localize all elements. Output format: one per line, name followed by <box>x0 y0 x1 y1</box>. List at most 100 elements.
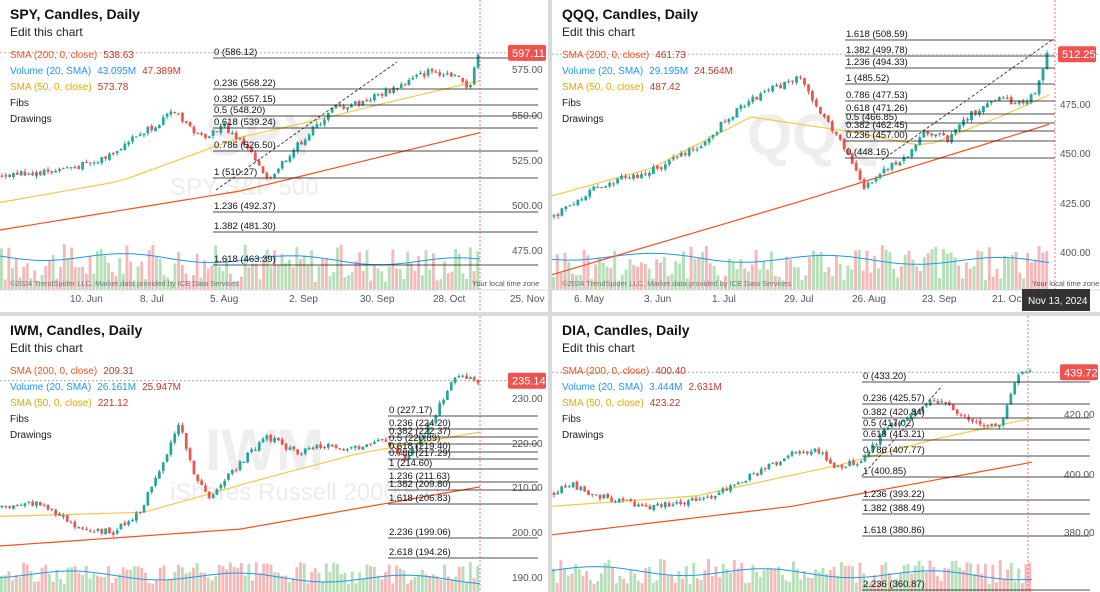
volume-bar <box>574 564 578 592</box>
spy-legend-sma200[interactable]: SMA (200, 0, close) 538.63 <box>10 50 134 61</box>
candle <box>254 449 257 451</box>
volume-bar <box>950 561 954 592</box>
candle <box>636 175 639 179</box>
qqq-legend-vol[interactable]: Volume (20, SMA) 29.195M 24.564M <box>562 66 733 77</box>
volume-bar <box>203 260 206 290</box>
volume-bar <box>784 580 788 592</box>
volume-bar <box>628 259 632 290</box>
iwm-edit-chart-link[interactable]: Edit this chart <box>10 341 83 355</box>
sma-200-line <box>0 132 481 231</box>
candle <box>365 100 369 101</box>
y-tick-label: 220.00 <box>512 439 543 450</box>
candle <box>31 172 34 176</box>
candle <box>600 187 604 189</box>
legend-label: Volume (20, SMA) <box>10 382 92 393</box>
fib-label: 1.382 (499.78) <box>846 45 908 56</box>
candle <box>115 151 119 154</box>
dia-legend-sma50[interactable]: SMA (50, 0, close) 423.22 <box>562 398 680 409</box>
qqq-legend-fibs[interactable]: Fibs <box>562 98 581 109</box>
spy-edit-chart-link[interactable]: Edit this chart <box>10 25 83 39</box>
qqq-legend-sma200[interactable]: SMA (200, 0, close) 461.73 <box>562 50 686 61</box>
candle <box>959 414 963 416</box>
volume-bar <box>29 571 33 592</box>
candle <box>62 168 65 170</box>
volume-bar <box>732 560 736 592</box>
candle <box>184 121 188 123</box>
iwm-panel[interactable]: IWM iShares Russell 2000 ETF 0 (227.17) 0.2… <box>0 316 548 592</box>
qqq-chart-svg[interactable]: QQQInvesco QQQ Trust, Series 11.618 (508… <box>552 0 1100 312</box>
volume-bar <box>945 253 949 290</box>
candle <box>146 491 150 506</box>
candle <box>158 471 161 479</box>
volume-bar <box>11 580 14 592</box>
iwm-legend-sma200[interactable]: SMA (200, 0, close) 209.31 <box>10 366 134 377</box>
qqq-edit-chart-link[interactable]: Edit this chart <box>562 25 635 39</box>
dia-legend-sma200[interactable]: SMA (200, 0, close) 400.40 <box>562 366 686 377</box>
volume-bar <box>930 249 934 290</box>
iwm-legend-fibs[interactable]: Fibs <box>10 414 29 425</box>
spy-legend-fibs[interactable]: Fibs <box>10 98 29 109</box>
volume-bar <box>692 562 696 592</box>
dia-legend-fibs[interactable]: Fibs <box>562 414 581 425</box>
volume-bar <box>677 571 681 592</box>
volume-bar <box>192 567 195 592</box>
candle <box>1037 80 1041 95</box>
fib-label: 0.618 (219.40) <box>389 441 451 452</box>
volume-bar <box>387 564 391 592</box>
candle <box>552 215 556 217</box>
candle <box>311 447 315 450</box>
qqq-legend-sma50[interactable]: SMA (50, 0, close) 487.42 <box>562 82 680 93</box>
volume-bar <box>443 564 446 592</box>
dia-edit-chart-link[interactable]: Edit this chart <box>562 341 635 355</box>
qqq-legend-drawings[interactable]: Drawings <box>562 114 604 125</box>
volume-bar <box>834 255 838 290</box>
candle <box>834 131 838 135</box>
volume-bar <box>114 275 118 290</box>
candle <box>69 522 73 524</box>
candle <box>580 199 584 201</box>
volume-bar <box>724 275 727 290</box>
volume-bar <box>299 562 302 592</box>
volume-bar <box>136 266 140 290</box>
iwm-legend-vol[interactable]: Volume (20, SMA) 26.161M 25.947M <box>10 382 181 393</box>
volume-bar <box>446 576 450 592</box>
dia-chart-svg[interactable]: DIASPDR Dow Jones Industrial Average ETF… <box>552 316 1100 592</box>
iwm-legend-drawings[interactable]: Drawings <box>10 430 52 441</box>
volume-bar <box>273 250 277 290</box>
spy-legend-vol[interactable]: Volume (20, SMA) 43.095M 47.389M <box>10 66 181 77</box>
fib-label: 0 (433.20) <box>863 371 906 382</box>
candle <box>898 421 901 426</box>
volume-bar <box>206 268 210 290</box>
candle <box>975 421 978 423</box>
fib-label: 1.382 (481.30) <box>214 221 276 232</box>
spy-legend-sma50[interactable]: SMA (50, 0, close) 573.78 <box>10 82 128 93</box>
volume-bar <box>896 277 900 290</box>
candle <box>453 74 457 76</box>
volume-bar <box>221 566 225 592</box>
spy-panel[interactable]: SPY SPY S&P 500 0 (586.12) 0.236 (568.22) 0.… <box>0 0 548 312</box>
candle <box>4 505 8 507</box>
candle <box>583 486 586 492</box>
volume-bar <box>1020 583 1024 592</box>
candle <box>100 528 104 534</box>
volume-bar <box>571 274 575 290</box>
volume-bar <box>269 564 273 592</box>
volume-bar <box>729 572 733 592</box>
dia-legend-vol[interactable]: Volume (20, SMA) 3.444M 2.631M <box>562 382 722 393</box>
volume-bar <box>240 562 243 592</box>
volume-bar <box>804 275 808 290</box>
volume-bar <box>435 576 439 592</box>
qqq-panel[interactable]: QQQInvesco QQQ Trust, Series 11.618 (508… <box>552 0 1100 312</box>
dia-legend-drawings[interactable]: Drawings <box>562 430 604 441</box>
candle <box>346 449 349 451</box>
dia-panel[interactable]: DIASPDR Dow Jones Industrial Average ETF… <box>552 316 1100 592</box>
candle <box>775 462 778 465</box>
volume-bar <box>880 245 884 290</box>
candle <box>373 442 376 444</box>
candle <box>135 136 138 138</box>
candle <box>855 464 859 466</box>
spy-legend-drawings[interactable]: Drawings <box>10 114 52 125</box>
iwm-legend-sma50[interactable]: SMA (50, 0, close) 221.12 <box>10 398 128 409</box>
